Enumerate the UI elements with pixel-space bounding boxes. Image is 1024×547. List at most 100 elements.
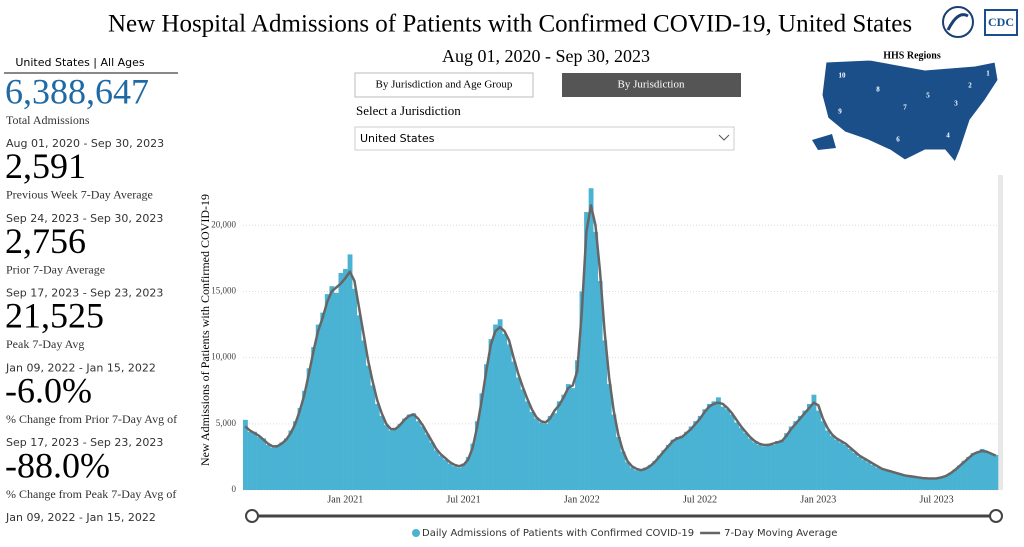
bar: [916, 477, 921, 490]
tab-label[interactable]: By Jurisdiction and Age Group: [376, 79, 513, 91]
hhs-logo: [942, 6, 974, 38]
bar: [538, 422, 544, 490]
x-tick-label: Jul 2023: [920, 494, 954, 505]
bar: [434, 450, 439, 490]
bar: [252, 431, 257, 490]
bar: [797, 415, 803, 490]
bar: [488, 339, 494, 490]
bar: [338, 272, 344, 490]
bar: [479, 393, 485, 490]
bar: [738, 427, 744, 490]
region-number: 1: [986, 70, 990, 78]
bar: [697, 415, 703, 490]
bar: [329, 286, 335, 490]
region-number: 10: [839, 72, 847, 80]
bar: [784, 433, 790, 490]
bar: [729, 414, 735, 490]
bar: [420, 426, 426, 490]
bar: [675, 437, 680, 490]
bar: [543, 423, 549, 490]
bar: [438, 455, 444, 490]
legend-swatch: [412, 529, 420, 537]
bar: [857, 456, 862, 490]
region-number: 9: [838, 108, 842, 116]
y-tick-label: 20,000: [211, 219, 236, 229]
bar: [315, 324, 321, 490]
tab-active[interactable]: [562, 73, 741, 97]
bar: [893, 473, 899, 490]
select-label: Select a Jurisdiction: [356, 103, 461, 118]
bar: [943, 475, 949, 490]
bar: [593, 231, 599, 491]
bar: [424, 434, 430, 490]
bar: [584, 212, 589, 490]
region-number: 2: [968, 82, 972, 90]
bar: [993, 454, 999, 490]
bar: [279, 442, 285, 490]
bar: [447, 463, 453, 490]
bar: [393, 427, 398, 490]
bar: [497, 319, 503, 490]
stat-value: 2,591: [5, 146, 86, 186]
bar: [552, 413, 558, 490]
us-map[interactable]: [821, 59, 999, 163]
stat-label: % Change from Prior 7-Day Avg of: [6, 412, 177, 426]
bar: [602, 340, 608, 490]
x-tick-label: Jan 2021: [327, 494, 363, 505]
dropdown[interactable]: [354, 126, 735, 151]
bar: [456, 467, 462, 490]
region-number: 4: [946, 132, 950, 140]
bar: [529, 411, 535, 490]
bar: [975, 451, 981, 490]
bar: [752, 442, 758, 490]
x-tick-label: Jan 2023: [800, 494, 836, 505]
bar: [343, 268, 348, 490]
x-tick-label: Jan 2022: [564, 494, 600, 505]
dropdown-value[interactable]: United States: [360, 132, 435, 145]
stat-value: 21,525: [5, 296, 104, 336]
bar: [534, 418, 539, 490]
slider-handle[interactable]: [989, 509, 1003, 523]
bar: [547, 415, 553, 490]
stat-value: 2,756: [5, 221, 86, 261]
bar: [902, 475, 908, 490]
stat-value: -6.0%: [5, 370, 92, 410]
bar: [302, 390, 307, 490]
panel-header: United States | All Ages: [15, 56, 145, 69]
bar: [934, 478, 940, 490]
bar: [647, 464, 653, 490]
bar: [347, 254, 353, 490]
bar: [256, 437, 262, 490]
x-tick-label: Jul 2022: [683, 494, 717, 505]
bar: [620, 451, 626, 490]
bar: [661, 450, 667, 490]
bar: [747, 438, 753, 490]
stat-period: Sep 24, 2023 - Sep 30, 2023: [6, 212, 163, 225]
bar: [961, 460, 967, 490]
bar: [725, 409, 730, 490]
bar: [597, 280, 603, 490]
bar: [502, 333, 508, 490]
scrollbar[interactable]: [998, 175, 1003, 490]
bar: [311, 347, 317, 490]
bar: [388, 430, 394, 490]
bar: [561, 394, 567, 490]
stat-label: % Change from Peak 7-Day Avg of: [6, 487, 176, 501]
title: New Hospital Admissions of Patients with…: [108, 11, 912, 38]
bar: [515, 377, 521, 490]
stat-period: Jan 09, 2022 - Jan 15, 2022: [5, 511, 156, 524]
legend-label: 7-Day Moving Average: [724, 528, 837, 539]
alaska[interactable]: [812, 134, 836, 150]
tab-label[interactable]: By Jurisdiction: [618, 79, 685, 91]
bar: [452, 466, 458, 490]
bar: [711, 401, 717, 490]
slider-handle[interactable]: [245, 509, 259, 523]
bar: [333, 292, 339, 490]
stat-label: Total Admissions: [6, 113, 90, 127]
bar: [506, 344, 512, 490]
bar: [929, 478, 935, 490]
tab[interactable]: [354, 72, 534, 98]
dropdown-chevron[interactable]: [718, 134, 730, 141]
bar: [306, 368, 312, 490]
